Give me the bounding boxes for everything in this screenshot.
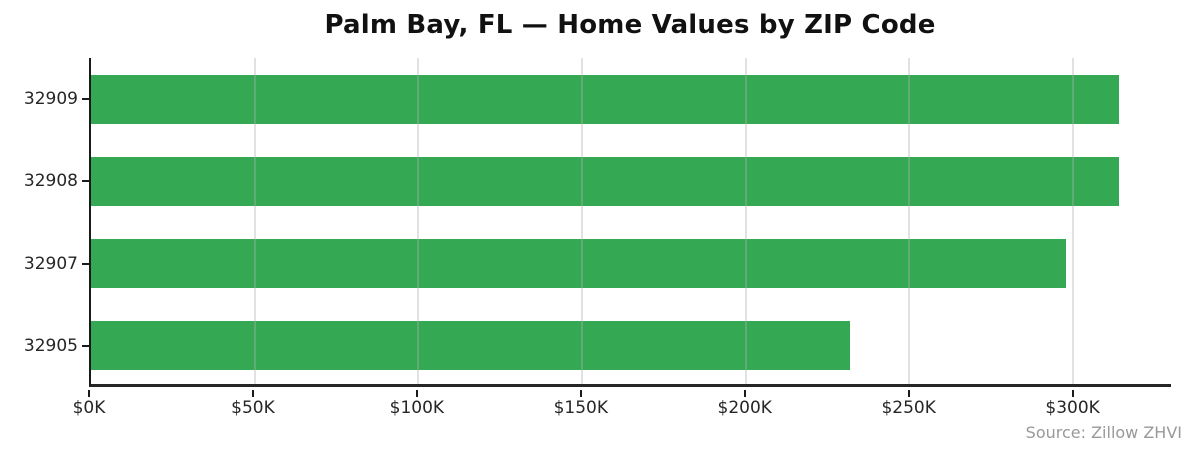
gridline-$200K	[744, 58, 747, 384]
y-tick-label-32907: 32907	[23, 253, 78, 274]
x-tick-label-$150K: $150K	[553, 398, 609, 418]
gridline-$300K	[1071, 58, 1074, 384]
gridline-$100K	[417, 58, 420, 384]
x-tick-label-$250K: $250K	[881, 398, 936, 418]
x-tick-label-$200K: $200K	[717, 398, 772, 418]
x-tick-label-$100K: $100K	[389, 398, 445, 418]
x-tick	[1071, 390, 1074, 397]
y-tick-label-32909: 32909	[23, 89, 78, 110]
y-tick-label-32905: 32905	[23, 335, 78, 356]
bar-32905	[91, 321, 851, 371]
y-tick-label-32908: 32908	[23, 171, 78, 192]
bar-32909	[91, 74, 1119, 124]
x-tick-label-$50K: $50K	[231, 398, 275, 418]
chart-title: Palm Bay, FL — Home Values by ZIP Code	[324, 10, 936, 40]
bar-32907	[91, 239, 1067, 289]
x-tick	[579, 390, 582, 397]
x-tick	[251, 390, 254, 397]
x-tick	[743, 390, 746, 397]
x-tick-label-$0K: $0K	[72, 398, 106, 418]
y-tick	[82, 98, 91, 101]
x-tick-label-$300K: $300K	[1045, 398, 1100, 418]
y-tick	[82, 262, 91, 265]
y-tick	[82, 180, 91, 183]
y-tick	[82, 344, 91, 347]
x-tick	[907, 390, 910, 397]
x-tick	[88, 390, 90, 397]
gridline-$250K	[908, 58, 911, 384]
bar-32908	[91, 156, 1119, 206]
gridline-$150K	[580, 58, 583, 384]
plot-area	[82, 58, 1171, 387]
gridline-$50K	[253, 58, 256, 384]
x-tick	[415, 390, 418, 397]
source-note: Source: Zillow ZHVI	[1025, 423, 1182, 442]
